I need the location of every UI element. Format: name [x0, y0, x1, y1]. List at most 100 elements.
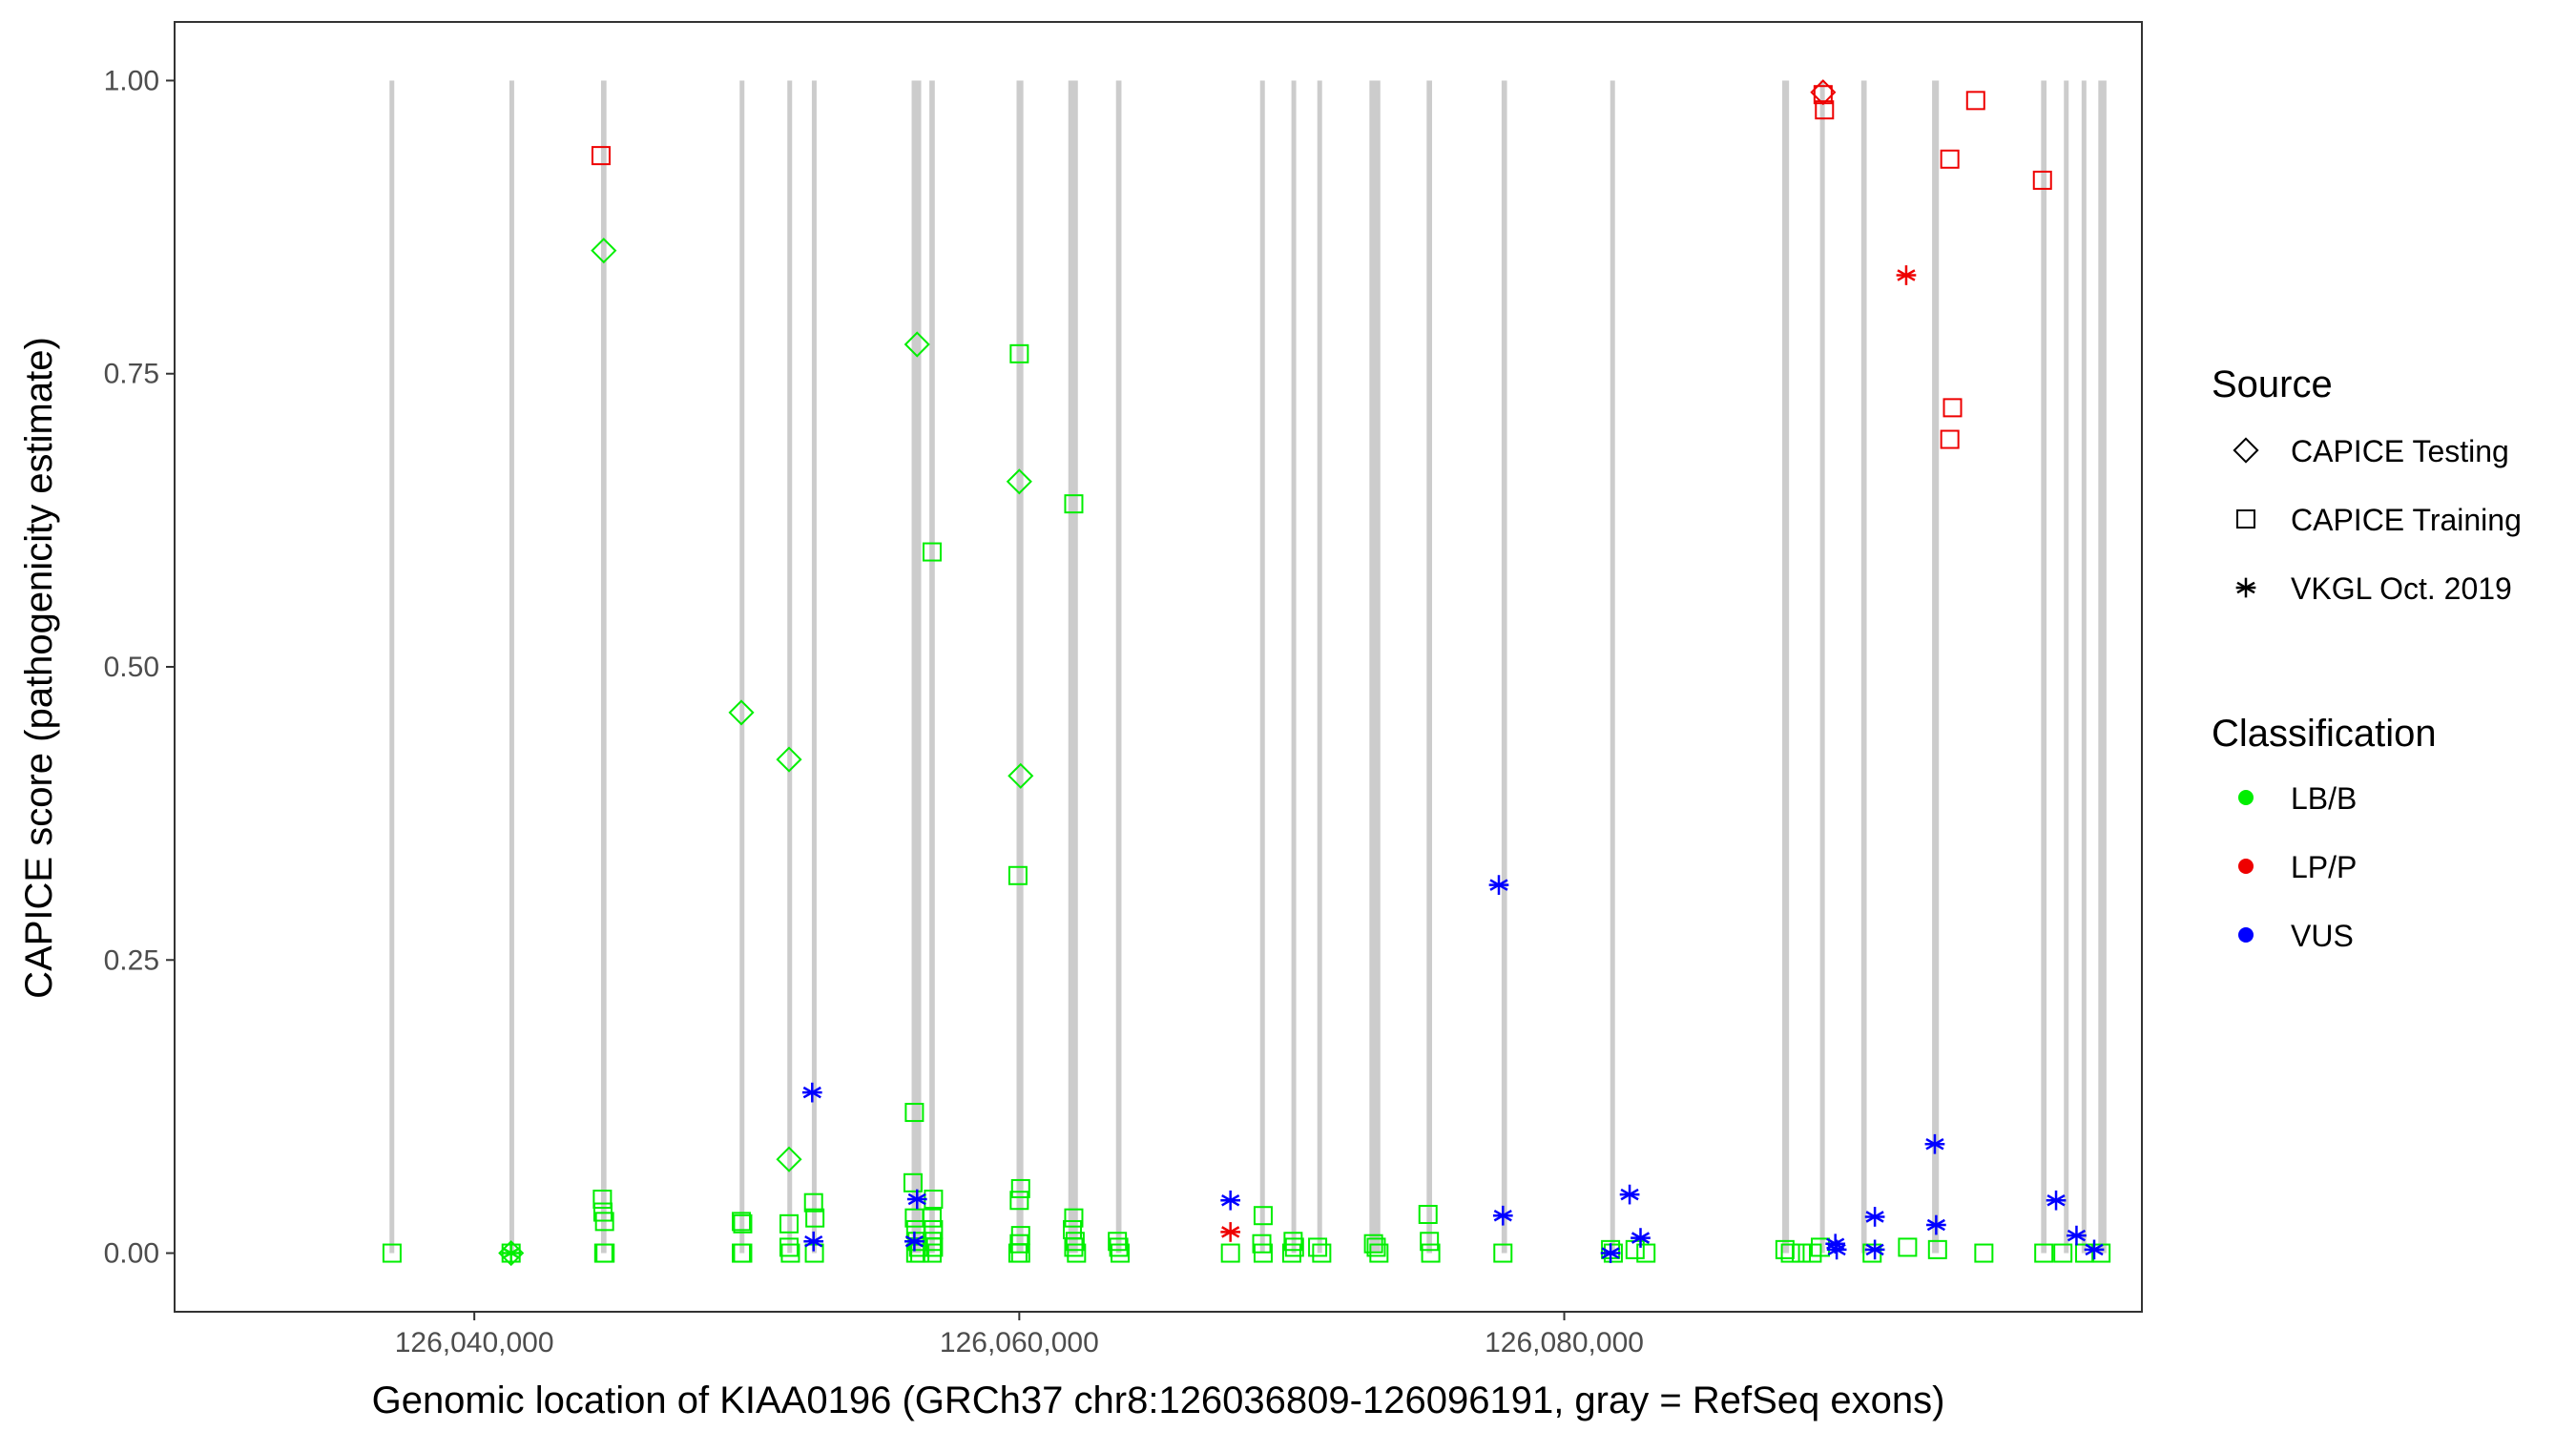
data-point	[780, 1243, 800, 1263]
exon-bar	[2098, 80, 2107, 1254]
data-point	[1898, 1237, 1918, 1257]
data-point	[1220, 1222, 1241, 1242]
data-point	[1281, 1243, 1301, 1263]
exon-bar	[1016, 80, 1024, 1254]
data-point	[1009, 343, 1029, 363]
data-point	[1942, 398, 1963, 418]
data-point	[382, 1243, 402, 1263]
data-point	[1864, 1239, 1885, 1260]
data-point	[1636, 1243, 1656, 1263]
data-point	[1008, 1243, 1028, 1263]
x-axis: 126,040,000 126,060,000 126,080,000	[395, 1312, 1644, 1358]
data-point	[779, 1237, 800, 1257]
x-tick-label: 126,080,000	[1485, 1327, 1644, 1358]
data-point	[1308, 1237, 1328, 1257]
data-point	[728, 699, 755, 726]
data-point	[1924, 1133, 1945, 1154]
data-point	[733, 1213, 753, 1234]
data-point	[776, 746, 802, 773]
legend-source-label: CAPICE Testing	[2291, 434, 2509, 468]
data-point	[1926, 1214, 1946, 1235]
data-point	[595, 1243, 615, 1263]
legend-diamond-icon	[2233, 437, 2259, 464]
legend-class-label: LP/P	[2291, 850, 2357, 884]
data-point	[803, 1192, 823, 1213]
legend-dot-icon	[2238, 927, 2254, 943]
y-tick-label: 0.75	[104, 359, 159, 390]
exon-bar	[1291, 80, 1297, 1254]
data-point	[1418, 1204, 1438, 1224]
y-tick-label: 0.25	[104, 944, 159, 976]
data-point	[1965, 91, 1985, 111]
legend-source-items: CAPICE Testing CAPICE Training VKGL Oct. 2…	[2233, 434, 2522, 606]
exon-bar	[2041, 80, 2047, 1254]
data-point	[2067, 1225, 2087, 1246]
legend-dot-icon	[2238, 790, 2254, 805]
y-tick-label: 0.50	[104, 652, 159, 683]
data-point	[1421, 1243, 1441, 1263]
data-point	[1312, 1243, 1332, 1263]
data-point	[733, 1243, 753, 1263]
exon-bar	[1501, 80, 1507, 1254]
data-point	[1420, 1232, 1440, 1252]
data-point	[1366, 1237, 1386, 1257]
y-tick-label: 1.00	[104, 65, 159, 96]
data-point	[1780, 1243, 1800, 1263]
data-point	[1220, 1190, 1241, 1211]
data-point	[1864, 1207, 1885, 1227]
data-point	[1008, 865, 1028, 885]
data-point	[779, 1213, 800, 1234]
data-point	[922, 1208, 942, 1228]
exon-bar	[1819, 80, 1825, 1254]
data-point	[1815, 100, 1835, 120]
data-point	[501, 1243, 522, 1263]
y-axis-title: CAPICE score (pathogenicity estimate)	[18, 337, 60, 999]
data-point	[1619, 1184, 1640, 1205]
data-point	[2034, 1243, 2054, 1263]
data-point	[1111, 1243, 1131, 1263]
data-point	[1064, 1208, 1084, 1228]
legend-class-label: VUS	[2291, 919, 2354, 953]
legend-class-items: LB/B LP/P VUS	[2238, 781, 2357, 953]
data-point	[922, 542, 942, 562]
data-point	[1064, 494, 1084, 514]
data-point	[1008, 762, 1034, 789]
data-point	[1109, 1237, 1129, 1257]
legend: Source CAPICE Testing CAPICE Training VKGL…	[2212, 363, 2522, 953]
data-point	[2032, 170, 2052, 190]
data-point	[1369, 1243, 1389, 1263]
data-point	[1108, 1232, 1128, 1252]
data-point	[803, 1231, 824, 1252]
data-point	[904, 1231, 924, 1252]
point-layer	[382, 79, 2111, 1267]
data-point	[592, 1190, 613, 1210]
legend-source-label: CAPICE Training	[2291, 503, 2522, 537]
data-point	[2053, 1243, 2073, 1263]
data-point	[1927, 1239, 1947, 1259]
exon-bar	[1426, 80, 1433, 1254]
data-point	[1010, 1178, 1030, 1198]
data-point	[1065, 1232, 1085, 1252]
exon-bar	[911, 80, 922, 1254]
exon-bar	[739, 80, 745, 1254]
x-tick-label: 126,060,000	[940, 1327, 1099, 1358]
exon-bar	[1610, 80, 1615, 1254]
exon-bar	[1369, 80, 1381, 1254]
legend-class-label: LB/B	[2291, 781, 2357, 816]
data-point	[591, 146, 611, 166]
exon-bar	[600, 80, 607, 1254]
data-point	[591, 238, 617, 264]
legend-square-icon	[2236, 509, 2255, 529]
data-point	[1826, 1239, 1847, 1260]
exon-bar	[1115, 80, 1122, 1254]
legend-classification-title: Classification	[2212, 713, 2437, 755]
exon-bar	[1860, 80, 1867, 1254]
exon-bar	[2064, 80, 2069, 1254]
y-tick-label: 0.00	[104, 1238, 159, 1270]
y-axis: 0.00 0.25 0.50 0.75 1.00	[104, 65, 175, 1270]
data-point	[924, 1237, 944, 1257]
legend-dot-icon	[2238, 859, 2254, 874]
legend-source-title: Source	[2212, 363, 2333, 405]
data-point	[1067, 1243, 1087, 1263]
data-point	[906, 1189, 927, 1210]
